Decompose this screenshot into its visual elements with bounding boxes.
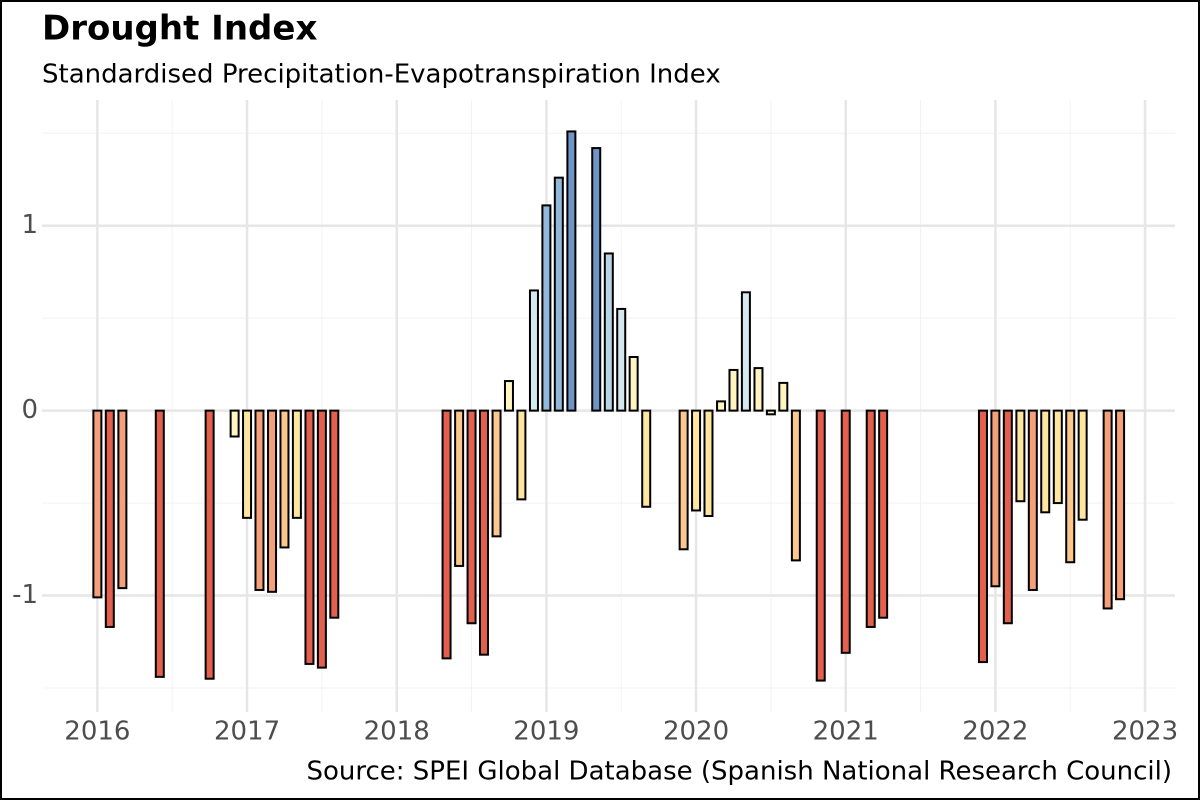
caption: Source: SPEI Global Database (Spanish Na… bbox=[306, 757, 1172, 787]
y-tick-label: -1 bbox=[12, 580, 38, 610]
bar bbox=[616, 307, 627, 412]
chart-title: Drought Index bbox=[42, 9, 317, 49]
bar bbox=[441, 409, 452, 660]
bar bbox=[1065, 409, 1076, 564]
bar bbox=[977, 409, 988, 664]
bar bbox=[117, 409, 128, 590]
bar bbox=[304, 409, 315, 665]
bar bbox=[1102, 409, 1113, 610]
bar bbox=[92, 409, 103, 599]
x-tick-label: 2019 bbox=[513, 717, 579, 747]
bar bbox=[291, 409, 302, 519]
bar bbox=[778, 381, 789, 412]
bar bbox=[1027, 409, 1038, 591]
x-tick-label: 2022 bbox=[962, 717, 1028, 747]
bar bbox=[1115, 409, 1126, 601]
bar bbox=[254, 409, 265, 591]
bar bbox=[678, 409, 689, 551]
bar bbox=[1015, 409, 1026, 503]
bar bbox=[104, 409, 115, 628]
bar bbox=[229, 409, 240, 438]
bar bbox=[716, 400, 727, 412]
bar bbox=[815, 409, 826, 682]
x-tick-label: 2017 bbox=[214, 717, 280, 747]
bar bbox=[528, 289, 539, 412]
bar bbox=[591, 147, 602, 412]
bar bbox=[503, 380, 514, 412]
bar bbox=[1077, 409, 1088, 521]
bar bbox=[878, 409, 889, 619]
bar bbox=[541, 204, 552, 412]
bar bbox=[1040, 409, 1051, 514]
bar bbox=[154, 409, 165, 678]
bar bbox=[516, 409, 527, 501]
x-tick-label: 2020 bbox=[663, 717, 729, 747]
bar bbox=[703, 409, 714, 518]
bar bbox=[691, 409, 702, 512]
bar bbox=[603, 252, 614, 412]
bar bbox=[316, 409, 327, 669]
bar bbox=[566, 130, 577, 412]
bar bbox=[478, 409, 489, 656]
bar bbox=[491, 409, 502, 538]
bar bbox=[1002, 409, 1013, 625]
x-tick-label: 2023 bbox=[1112, 717, 1178, 747]
bar bbox=[466, 409, 477, 625]
bar bbox=[865, 409, 876, 628]
bar bbox=[790, 409, 801, 562]
bar bbox=[204, 409, 215, 680]
bar bbox=[990, 409, 1001, 588]
bar bbox=[641, 409, 652, 508]
bar bbox=[840, 409, 851, 654]
bar bbox=[765, 409, 776, 416]
bar bbox=[1052, 409, 1063, 505]
bar bbox=[740, 291, 751, 412]
bar bbox=[329, 409, 340, 619]
bar bbox=[242, 409, 253, 519]
chart-subtitle: Standardised Precipitation-Evapotranspir… bbox=[42, 60, 721, 90]
bar bbox=[279, 409, 290, 549]
bar bbox=[753, 367, 764, 412]
y-tick-label: 0 bbox=[21, 395, 38, 425]
bar bbox=[267, 409, 278, 593]
y-tick-label: 1 bbox=[21, 210, 38, 240]
x-tick-label: 2021 bbox=[813, 717, 879, 747]
x-tick-label: 2016 bbox=[64, 717, 130, 747]
bar bbox=[728, 368, 739, 412]
bar bbox=[454, 409, 465, 567]
x-tick-label: 2018 bbox=[364, 717, 430, 747]
bar bbox=[553, 176, 564, 412]
bar bbox=[628, 356, 639, 412]
